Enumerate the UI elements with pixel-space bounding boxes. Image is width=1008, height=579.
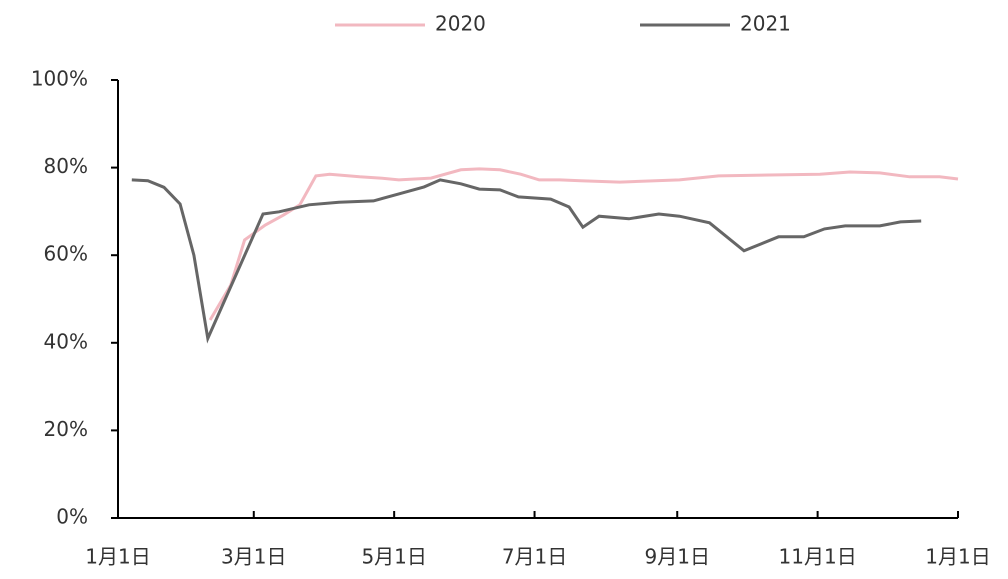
y-tick-label: 40% [44,329,88,353]
y-tick-label: 20% [44,417,88,441]
line-series [208,167,959,321]
y-tick-label: 100% [31,67,88,91]
x-tick-label: 5月1日 [361,545,426,569]
x-tick-label: 11月1日 [779,545,857,569]
legend-label: 2021 [740,12,791,36]
x-tick-label: 7月1日 [502,545,567,569]
legend-label: 2020 [435,12,486,36]
x-tick-label: 1月1日 [85,545,150,569]
y-tick-label: 80% [44,154,88,178]
x-tick-label: 9月1日 [645,545,710,569]
x-tick-label: 3月1日 [221,545,286,569]
line-series [131,178,922,344]
y-tick-label: 0% [56,505,88,529]
y-tick-label: 60% [44,242,88,266]
x-tick-label: 1月1日 [925,545,990,569]
